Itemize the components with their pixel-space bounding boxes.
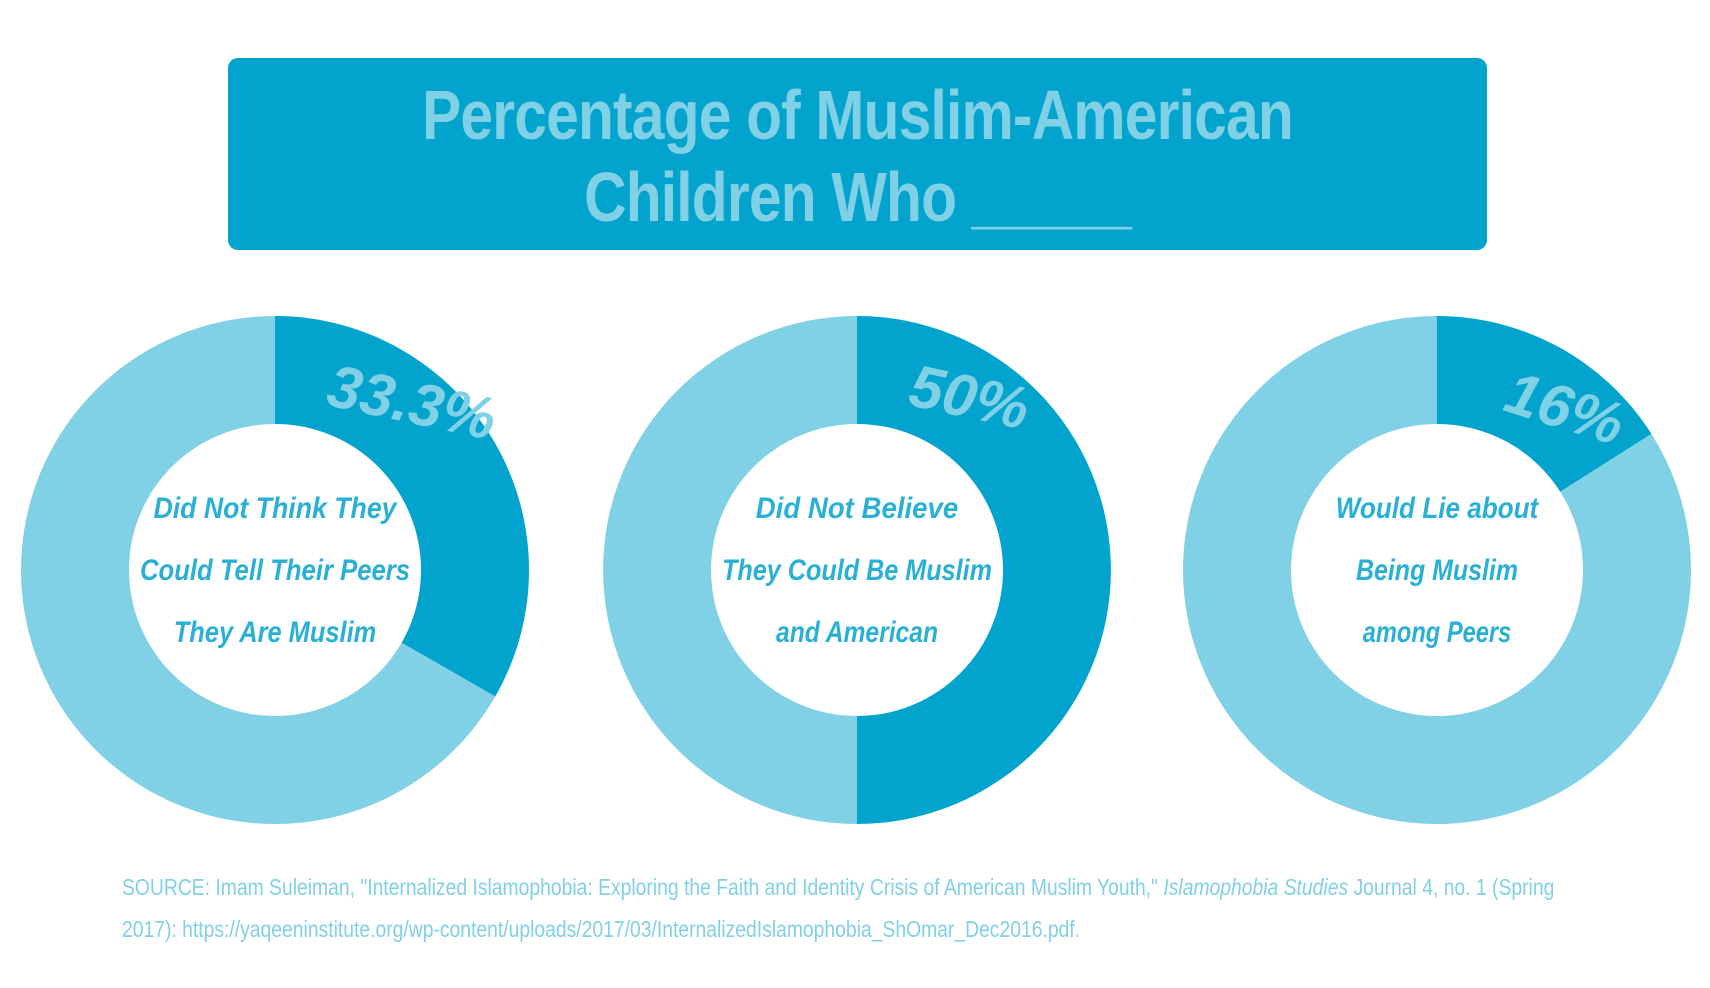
source-journal: Islamophobia Studies: [1163, 874, 1349, 900]
donut-remainder-slice: [603, 316, 857, 824]
donut-center-label: Being Muslim: [1356, 554, 1518, 587]
donut-center-label: Did Not Believe: [756, 492, 959, 525]
title-line-1: Percentage of Muslim-American: [422, 76, 1294, 154]
donut-center-label: They Could Be Muslim: [722, 554, 992, 587]
donut-center-label: and American: [776, 616, 938, 649]
donut-center-label: Could Tell Their Peers: [140, 554, 410, 587]
donut-center-label: Would Lie about: [1336, 492, 1540, 525]
donut-remainder-slice: [1183, 316, 1691, 824]
donut-remainder-slice: [21, 316, 496, 824]
donut-highlight-slice: [857, 316, 1111, 824]
source-citation: SOURCE: Imam Suleiman, "Internalized Isl…: [122, 866, 1592, 950]
donut-center-label: They Are Muslim: [174, 616, 377, 649]
source-suffix: Journal 4, no. 1 (Spring 2017): https://…: [122, 874, 1555, 942]
title-banner: Percentage of Muslim-American Children W…: [228, 58, 1487, 250]
donut-center-label: among Peers: [1363, 616, 1512, 649]
donut-highlight-slice: [275, 316, 529, 697]
title-line-2: Children Who _____: [584, 158, 1132, 236]
source-prefix: SOURCE: Imam Suleiman, "Internalized Isl…: [122, 874, 1164, 900]
donut-center-label: Did Not Think They: [154, 492, 398, 525]
donut-highlight-slice: [1437, 316, 1652, 492]
